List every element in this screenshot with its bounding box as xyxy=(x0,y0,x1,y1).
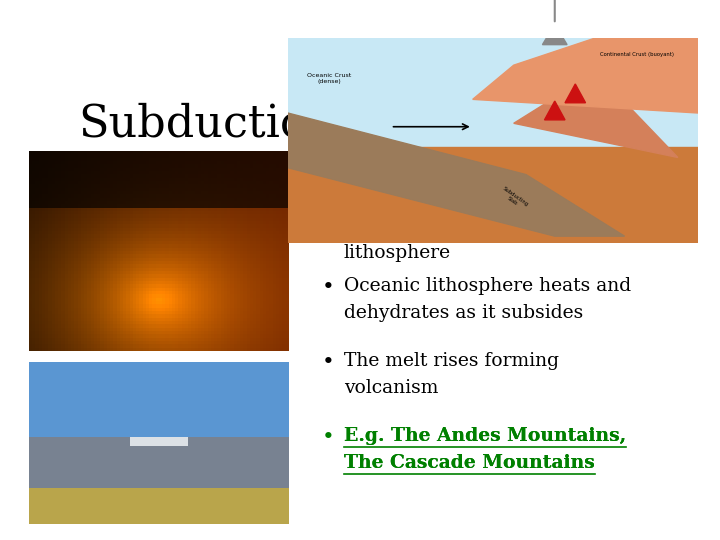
Text: •: • xyxy=(322,190,334,210)
Text: The Cascade Mountains: The Cascade Mountains xyxy=(344,454,595,471)
Polygon shape xyxy=(544,101,565,120)
Text: Oceanic Crust
(dense): Oceanic Crust (dense) xyxy=(307,73,351,84)
Text: Continental Crust (buoyant): Continental Crust (buoyant) xyxy=(600,52,674,57)
Text: E.g. The Andes Mountains,: E.g. The Andes Mountains, xyxy=(344,427,626,444)
Polygon shape xyxy=(288,113,624,236)
Text: Subducting
Slab: Subducting Slab xyxy=(498,185,529,212)
Text: Oceanic lithosphere subducts: Oceanic lithosphere subducts xyxy=(344,190,624,207)
Text: •: • xyxy=(322,427,334,447)
Text: volcanism: volcanism xyxy=(344,379,438,397)
Polygon shape xyxy=(473,38,698,113)
Text: •: • xyxy=(322,352,334,372)
Text: lithosphere: lithosphere xyxy=(344,244,451,261)
Text: Subduction: Subduction xyxy=(78,102,336,145)
Polygon shape xyxy=(542,24,567,45)
Text: E.g. The Andes Mountains,: E.g. The Andes Mountains, xyxy=(344,427,626,444)
Text: underneath the continental: underneath the continental xyxy=(344,217,602,234)
Text: Oceanic lithosphere heats and: Oceanic lithosphere heats and xyxy=(344,277,631,295)
Polygon shape xyxy=(565,84,585,103)
Text: The Cascade Mountains: The Cascade Mountains xyxy=(344,454,595,471)
Text: The melt rises forming: The melt rises forming xyxy=(344,352,559,370)
Bar xyxy=(288,147,698,243)
Text: dehydrates as it subsides: dehydrates as it subsides xyxy=(344,304,583,322)
Polygon shape xyxy=(514,72,678,158)
Text: •: • xyxy=(322,277,334,297)
